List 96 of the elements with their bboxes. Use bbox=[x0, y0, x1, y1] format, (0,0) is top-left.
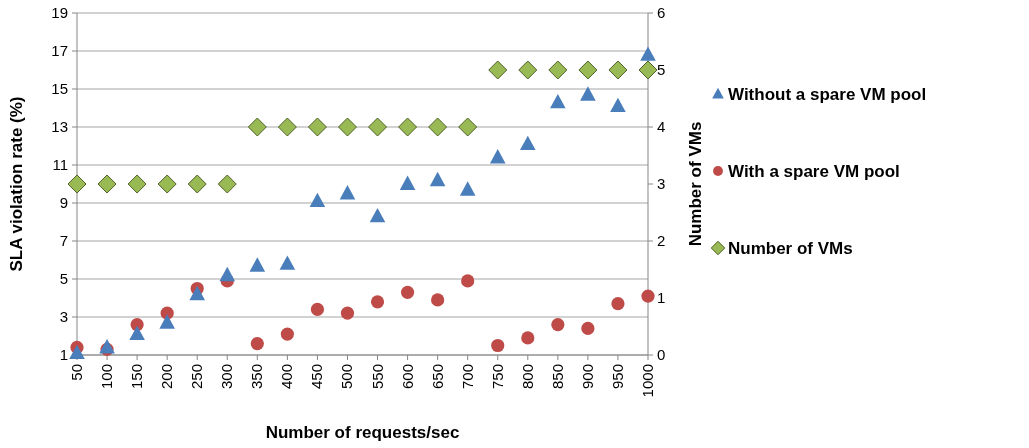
point bbox=[127, 174, 147, 194]
point bbox=[550, 93, 566, 109]
point bbox=[461, 274, 475, 288]
point bbox=[159, 314, 175, 329]
point bbox=[608, 60, 628, 80]
point bbox=[551, 318, 565, 332]
x-tick-label: 800 bbox=[518, 364, 536, 390]
point bbox=[610, 97, 626, 113]
y2-axis-title: Number of VMs bbox=[686, 121, 705, 247]
point bbox=[459, 181, 476, 196]
point bbox=[157, 174, 177, 194]
point bbox=[279, 255, 296, 270]
point bbox=[429, 171, 446, 187]
x-tick-label: 300 bbox=[218, 364, 236, 390]
point bbox=[217, 174, 237, 194]
x-axis-title: Number of requests/sec bbox=[265, 423, 460, 442]
point bbox=[67, 174, 87, 194]
point bbox=[219, 266, 236, 282]
point bbox=[187, 174, 207, 194]
y-tick-label: 11 bbox=[52, 156, 68, 174]
point bbox=[97, 174, 117, 194]
y-tick-label: 5 bbox=[59, 270, 68, 288]
point bbox=[189, 285, 206, 301]
y2-tick-label: 6 bbox=[657, 4, 666, 22]
point bbox=[310, 302, 325, 316]
x-tick-label: 150 bbox=[128, 364, 146, 390]
point bbox=[519, 135, 536, 151]
point bbox=[250, 337, 264, 351]
x-tick-label: 900 bbox=[578, 364, 596, 390]
point bbox=[431, 293, 445, 307]
y-tick-label: 17 bbox=[51, 42, 68, 60]
point bbox=[340, 306, 355, 320]
y2-tick-label: 5 bbox=[657, 61, 666, 79]
y-tick-label: 9 bbox=[59, 194, 68, 212]
point bbox=[489, 149, 506, 164]
point bbox=[249, 257, 266, 272]
point bbox=[458, 117, 478, 137]
y-tick-label: 1 bbox=[59, 346, 68, 364]
point bbox=[491, 338, 505, 353]
x-tick-label: 350 bbox=[248, 364, 266, 390]
point bbox=[369, 207, 386, 223]
y2-tick-label: 0 bbox=[657, 346, 666, 364]
x-tick-label: 550 bbox=[368, 364, 386, 390]
point bbox=[611, 297, 625, 311]
y2-tick-label: 4 bbox=[657, 118, 666, 136]
x-tick-label: 1000 bbox=[639, 364, 656, 398]
point bbox=[337, 117, 357, 137]
y2-tick-label: 1 bbox=[657, 289, 666, 307]
point bbox=[398, 117, 418, 137]
x-tick-label: 200 bbox=[158, 364, 176, 390]
y-tick-label: 19 bbox=[51, 4, 68, 22]
y2-tick-label: 3 bbox=[657, 175, 666, 193]
x-tick-label: 250 bbox=[188, 364, 206, 390]
x-tick-label: 600 bbox=[398, 364, 416, 390]
x-tick-label: 100 bbox=[98, 364, 116, 390]
y2-tick-label: 2 bbox=[657, 232, 666, 250]
point bbox=[129, 325, 145, 341]
legend-label: Without a spare VM pool bbox=[728, 84, 927, 104]
x-tick-label: 50 bbox=[68, 364, 85, 381]
x-tick-label: 950 bbox=[608, 364, 626, 390]
point bbox=[638, 60, 658, 80]
point bbox=[307, 117, 327, 137]
point bbox=[578, 60, 598, 80]
point bbox=[309, 192, 326, 208]
x-tick-label: 500 bbox=[338, 364, 356, 390]
y-axis-title: SLA violation rate (%) bbox=[7, 96, 26, 272]
x-tick-label: 400 bbox=[278, 364, 296, 390]
point bbox=[580, 86, 596, 101]
point bbox=[399, 175, 416, 190]
y-tick-label: 15 bbox=[51, 80, 68, 98]
x-tick-label: 750 bbox=[488, 364, 506, 390]
point bbox=[428, 117, 448, 137]
x-tick-label: 450 bbox=[308, 364, 326, 390]
point bbox=[370, 295, 385, 309]
point bbox=[339, 185, 356, 200]
point bbox=[368, 117, 388, 137]
point bbox=[521, 331, 535, 345]
x-tick-label: 850 bbox=[548, 364, 566, 390]
point bbox=[640, 46, 656, 61]
point bbox=[69, 344, 85, 360]
legend-label: Number of VMs bbox=[728, 238, 853, 258]
point bbox=[277, 117, 297, 137]
x-tick-label: 650 bbox=[428, 364, 446, 390]
point bbox=[400, 285, 415, 299]
point bbox=[280, 327, 294, 341]
point bbox=[488, 60, 508, 80]
x-tick-label: 700 bbox=[458, 364, 476, 390]
point bbox=[581, 321, 595, 335]
y-tick-label: 7 bbox=[59, 232, 68, 250]
y-tick-label: 13 bbox=[51, 118, 68, 136]
point bbox=[247, 117, 267, 137]
point bbox=[548, 60, 568, 80]
point bbox=[518, 60, 538, 80]
y-tick-label: 3 bbox=[59, 308, 68, 326]
point bbox=[641, 289, 655, 303]
legend-label: With a spare VM pool bbox=[728, 161, 900, 181]
